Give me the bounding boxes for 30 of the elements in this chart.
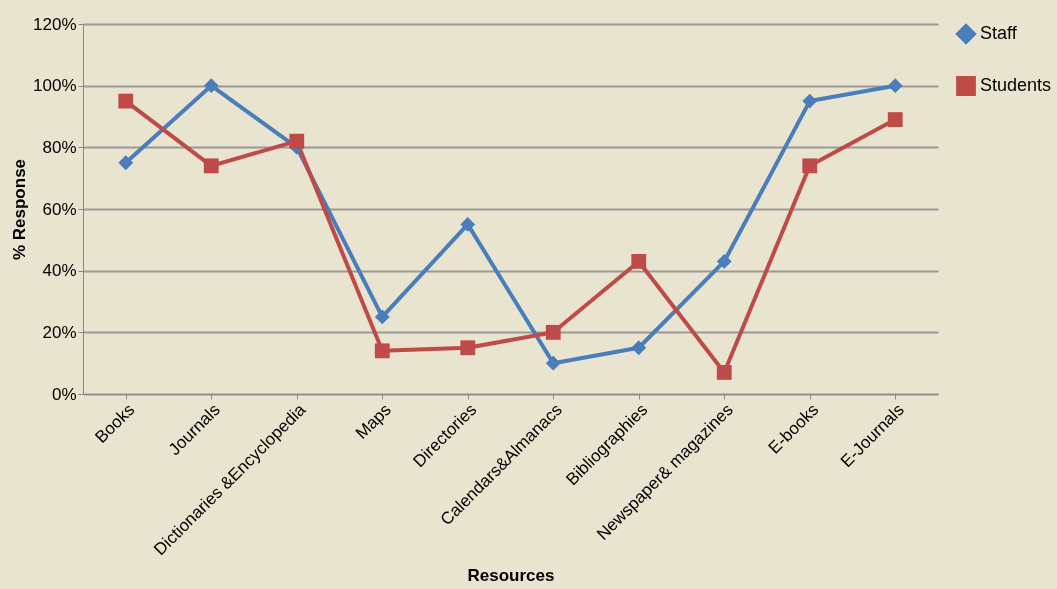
y-tick-label: 120% (33, 14, 77, 34)
point (289, 133, 305, 149)
y-tick-label: 80% (42, 137, 77, 157)
y-axis-title: % Response (10, 158, 30, 261)
point (802, 93, 818, 109)
point (460, 217, 476, 232)
point (203, 158, 219, 174)
point (374, 343, 390, 359)
point (545, 324, 561, 340)
point (631, 340, 647, 356)
point (716, 365, 732, 380)
y-tick-label: 100% (33, 76, 77, 96)
point (887, 112, 903, 127)
y-tick-label: 20% (42, 322, 77, 342)
point (374, 309, 390, 325)
legend-label: Staff (980, 23, 1018, 43)
y-tick-label: 60% (42, 199, 77, 219)
point (460, 340, 476, 356)
x-axis-title: Resources (467, 566, 555, 586)
point (118, 93, 134, 109)
y-tick-label: 40% (42, 261, 77, 281)
y-tick-label: 0% (51, 384, 77, 404)
point (802, 158, 818, 174)
point (203, 78, 219, 94)
point (887, 78, 903, 94)
legend-label: Students (980, 75, 1052, 95)
point (716, 254, 732, 269)
point (118, 155, 134, 171)
point (545, 355, 561, 371)
point (631, 254, 647, 269)
